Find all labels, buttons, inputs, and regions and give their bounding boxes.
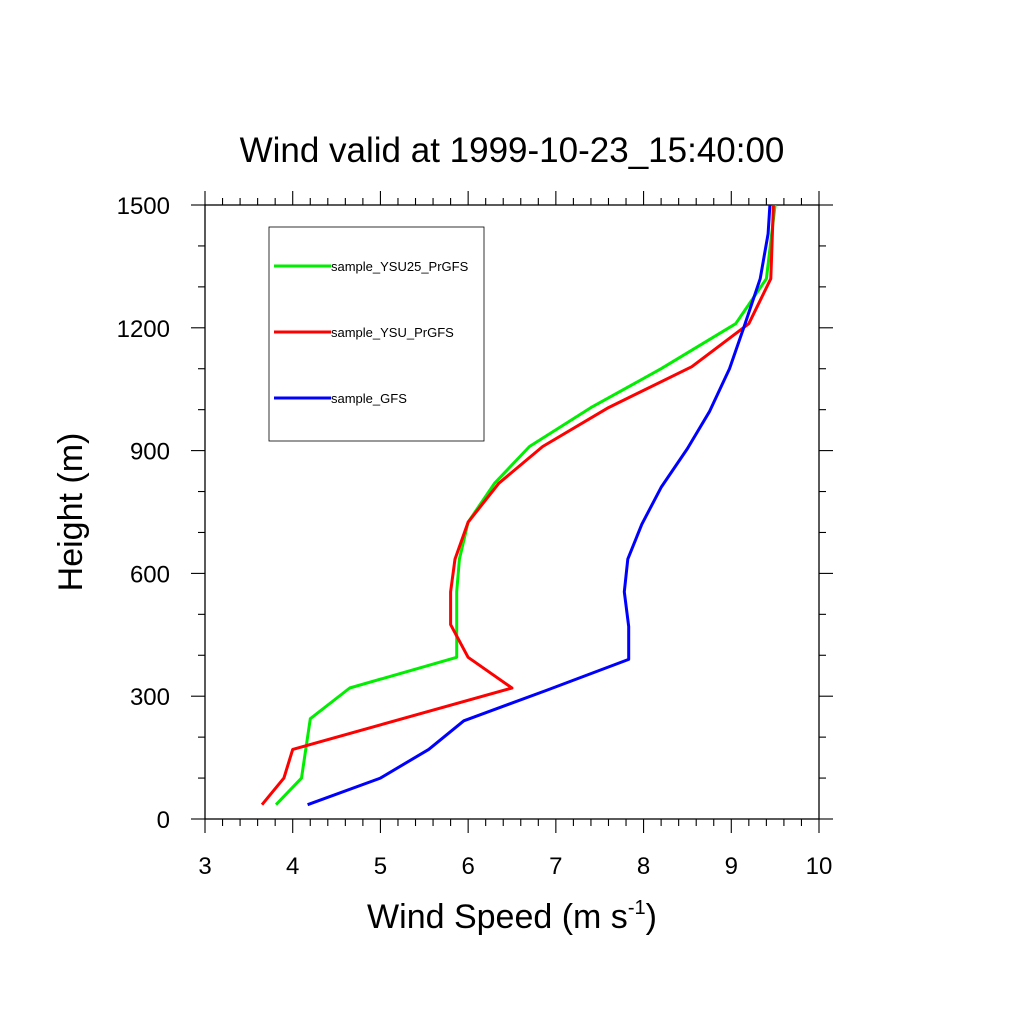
x-tick-label: 4 <box>286 853 299 880</box>
plot-area <box>204 204 820 820</box>
x-tick-label: 10 <box>806 853 833 880</box>
legend-box <box>268 226 485 442</box>
legend: sample_YSU25_PrGFS sample_YSU_PrGFSsample… <box>268 226 485 442</box>
x-tick-label: 6 <box>461 853 474 880</box>
y-tick-label: 1500 <box>117 193 170 220</box>
x-tick-label: 8 <box>637 853 650 880</box>
y-tick-label: 300 <box>130 684 170 711</box>
x-tick-label: 5 <box>374 853 387 880</box>
x-axis-label-main: Wind Speed (m s <box>367 898 628 936</box>
x-tick-label: 9 <box>725 853 738 880</box>
x-tick-label: 7 <box>549 853 562 880</box>
axis-ticks <box>191 191 833 833</box>
plot-frame <box>204 204 820 820</box>
x-axis-label-superscript: -1 <box>628 897 646 919</box>
legend-label: sample_YSU_PrGFS <box>331 325 454 340</box>
series-line-2 <box>260 204 775 806</box>
x-axis-label: Wind Speed (m s-1) <box>367 897 657 936</box>
y-tick-label: 1200 <box>117 316 170 343</box>
series-line-1 <box>274 204 777 806</box>
series-lines <box>260 204 777 807</box>
x-axis-label-end: ) <box>646 898 657 936</box>
chart-title: Wind valid at 1999-10-23_15:40:00 <box>240 131 785 170</box>
y-tick-label: 600 <box>130 561 170 588</box>
y-axis-label: Height (m) <box>52 433 90 592</box>
legend-label: sample_YSU25_PrGFS <box>331 259 469 274</box>
series-line-3 <box>307 204 772 807</box>
legend-label: sample_GFS <box>331 391 407 406</box>
y-tick-label: 900 <box>130 439 170 466</box>
tick-labels: 3 4 5 6 7 8 9 10 0 300 600 900 1200 1500 <box>117 193 833 880</box>
y-tick-label: 0 <box>157 807 170 834</box>
x-tick-label: 3 <box>198 853 211 880</box>
